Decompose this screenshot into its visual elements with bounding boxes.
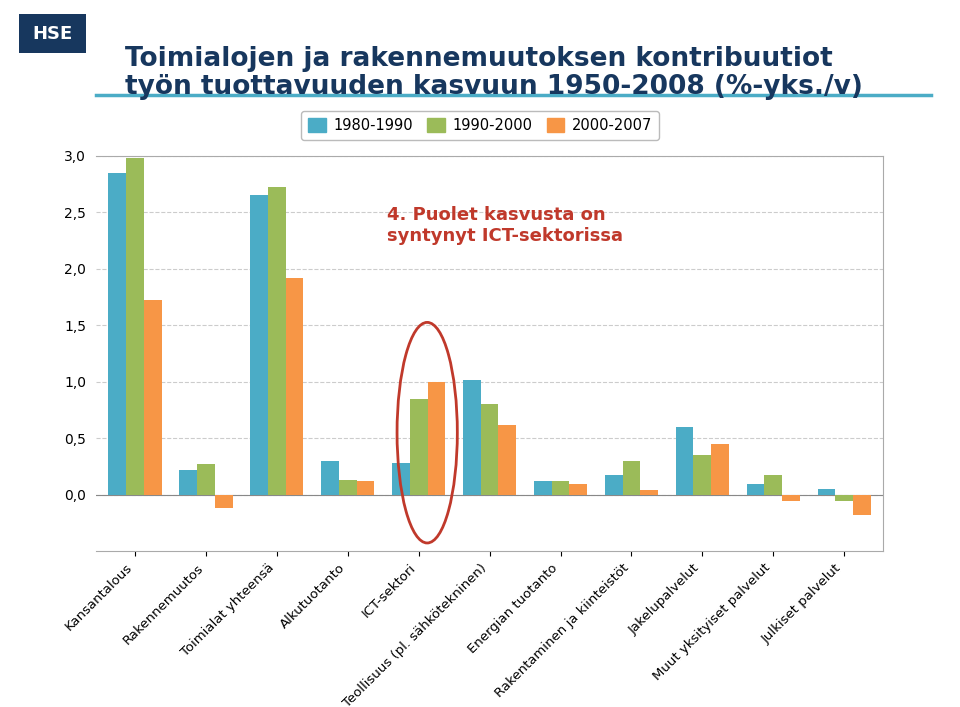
Bar (286, 278, 303, 495)
Bar (569, 484, 588, 495)
Legend: 1980-1990, 1990-2000, 2000-2007: 1980-1990, 1990-2000, 2000-2007 (300, 111, 660, 140)
Bar (108, 173, 126, 495)
Bar (463, 380, 481, 495)
Bar (356, 481, 374, 495)
Bar (853, 495, 871, 515)
Bar (747, 484, 764, 495)
Bar (676, 427, 693, 495)
Bar (268, 187, 286, 495)
Bar (693, 455, 711, 495)
Bar (623, 461, 640, 495)
Bar (392, 463, 410, 495)
Text: HSE: HSE (33, 25, 73, 42)
Bar (197, 464, 215, 495)
Bar (534, 481, 552, 495)
Bar (835, 495, 853, 501)
Text: työn tuottavuuden kasvuun 1950-2008 (%-yks./v): työn tuottavuuden kasvuun 1950-2008 (%-y… (125, 74, 863, 100)
Text: Toimialojen ja rakennemuutoksen kontribuutiot: Toimialojen ja rakennemuutoksen kontribu… (125, 46, 832, 72)
Bar (552, 481, 569, 495)
Bar (180, 470, 197, 495)
Bar (481, 404, 498, 495)
Bar (144, 300, 161, 495)
Bar (764, 474, 782, 495)
Bar (711, 444, 729, 495)
Bar (427, 382, 445, 495)
Bar (818, 489, 835, 495)
Bar (605, 474, 623, 495)
Bar (640, 491, 658, 495)
Bar (498, 425, 516, 495)
Bar (126, 158, 144, 495)
Bar (322, 461, 339, 495)
Text: 4. Puolet kasvusta on
syntynyt ICT-sektorissa: 4. Puolet kasvusta on syntynyt ICT-sekto… (387, 206, 623, 245)
Bar (782, 495, 800, 501)
Bar (410, 399, 427, 495)
Bar (215, 495, 232, 508)
Bar (251, 195, 268, 495)
Bar (339, 480, 356, 495)
